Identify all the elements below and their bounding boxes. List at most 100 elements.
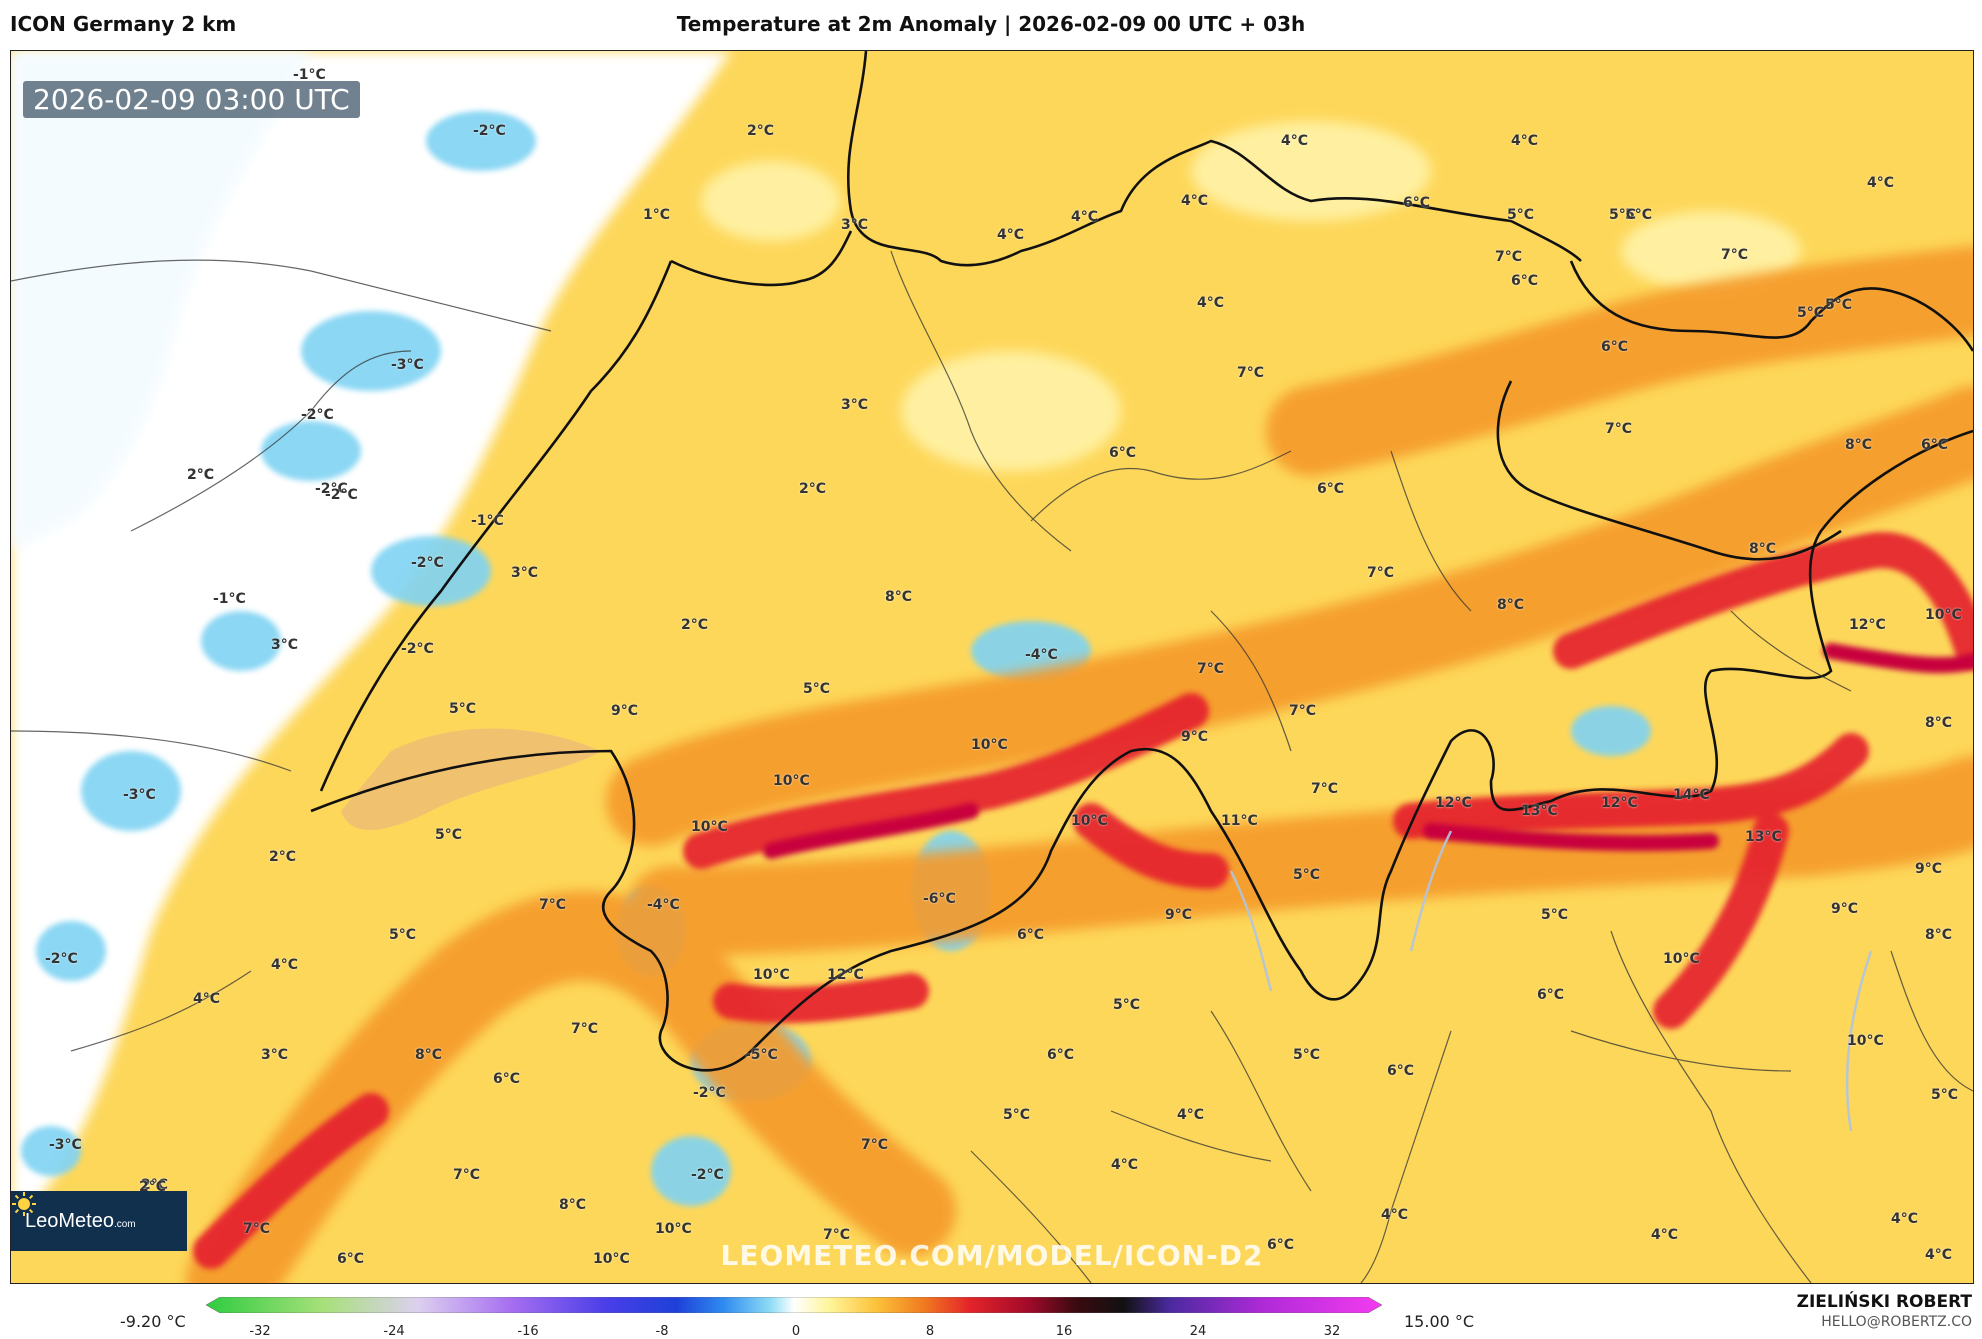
leometeo-logo[interactable]: LeoMeteo.com: [11, 1191, 187, 1251]
temp-label: 4°C: [193, 991, 221, 1007]
temp-label: 8°C: [1925, 927, 1953, 943]
temp-label: 7°C: [823, 1227, 851, 1243]
temp-label: 10°C: [753, 967, 790, 983]
temp-label: 4°C: [1177, 1107, 1205, 1123]
temp-label: 11°C: [1221, 813, 1258, 829]
temp-label: -2°C: [693, 1085, 726, 1101]
temp-label: 4°C: [1181, 193, 1209, 209]
temp-label: -4°C: [1025, 647, 1058, 663]
temp-label: 4°C: [1511, 133, 1539, 149]
temp-label: 7°C: [1197, 661, 1225, 677]
temp-label: -1°C: [293, 67, 326, 83]
temp-label: 5°C: [1609, 207, 1637, 223]
temp-label: 2°C: [681, 617, 709, 633]
temp-label: 6°C: [1267, 1237, 1295, 1253]
temp-label: 6°C: [1109, 445, 1137, 461]
temp-label: 4°C: [997, 227, 1025, 243]
temp-label: 4°C: [1071, 209, 1099, 225]
legend-tick: 16: [1055, 1324, 1073, 1339]
temp-label: 12°C: [1601, 795, 1638, 811]
temp-label: 7°C: [571, 1021, 599, 1037]
temp-label: 10°C: [655, 1221, 692, 1237]
legend-min-value: -9.20 °C: [120, 1312, 186, 1331]
temp-label: 7°C: [861, 1137, 889, 1153]
temp-label: 4°C: [1867, 175, 1895, 191]
temp-label: -2°C: [411, 555, 444, 571]
temp-label: -2°C: [325, 487, 358, 503]
temp-label: 9°C: [1831, 901, 1859, 917]
temp-label: 5°C: [435, 827, 463, 843]
temp-label: 10°C: [1925, 607, 1962, 623]
temp-label: -2°C: [401, 641, 434, 657]
temp-label: 9°C: [1165, 907, 1193, 923]
temp-label: -2°C: [301, 407, 334, 423]
weather-map[interactable]: 2026-02-09 03:00 UTC -1°C -2°C 2°C 1°C 3…: [10, 50, 1974, 1284]
temp-label: 10°C: [1847, 1033, 1884, 1049]
temp-label: 7°C: [1721, 247, 1749, 263]
temp-label: 10°C: [971, 737, 1008, 753]
temp-label: 2°C: [187, 467, 215, 483]
temp-label: 7°C: [1605, 421, 1633, 437]
temp-label: -1°C: [213, 591, 246, 607]
temp-label: 8°C: [1925, 715, 1953, 731]
temp-label: -3°C: [123, 787, 156, 803]
temp-label: 5°C: [1541, 907, 1569, 923]
temp-label: 7°C: [1237, 365, 1265, 381]
map-title: Temperature at 2m Anomaly | 2026-02-09 0…: [676, 12, 1306, 36]
temp-label: 6°C: [1601, 339, 1629, 355]
temp-label: 10°C: [691, 819, 728, 835]
temp-label: 6°C: [1017, 927, 1045, 943]
legend-tick: -16: [517, 1324, 539, 1339]
legend-tick: 32: [1323, 1324, 1341, 1339]
temp-label: -6°C: [923, 891, 956, 907]
temp-label: 5°C: [803, 681, 831, 697]
temp-label: 4°C: [1925, 1247, 1953, 1263]
temp-label: 7°C: [1289, 703, 1317, 719]
colorbar: [206, 1297, 1382, 1313]
temp-label: 10°C: [1071, 813, 1108, 829]
temp-label: -4°C: [647, 897, 680, 913]
temp-label: 10°C: [773, 773, 810, 789]
temp-label: 8°C: [1845, 437, 1873, 453]
temp-label: 5°C: [449, 701, 477, 717]
temp-label: 2°C: [269, 849, 297, 865]
color-legend: -9.20 °C: [0, 1292, 1982, 1339]
temp-label: 8°C: [1749, 541, 1777, 557]
temp-label: 4°C: [1891, 1211, 1919, 1227]
watermark-url: LEOMETEO.COM/MODEL/ICON-D2: [720, 1239, 1264, 1272]
temp-label: -2°C: [315, 481, 348, 497]
temp-label: 13°C: [1521, 803, 1558, 819]
temp-label: 13°C: [1745, 829, 1782, 845]
temp-label: 6°C: [1921, 437, 1949, 453]
temp-label: 6°C: [1403, 195, 1431, 211]
temp-label: 3°C: [271, 637, 299, 653]
temp-label: 10°C: [1663, 951, 1700, 967]
temp-label: 7°C: [1495, 249, 1523, 265]
temp-label: -5°C: [745, 1047, 778, 1063]
legend-max-value: 15.00 °C: [1404, 1312, 1475, 1331]
temp-label: 12°C: [1435, 795, 1472, 811]
author-name: ZIELIŃSKI ROBERT: [1796, 1292, 1972, 1312]
temp-label: 4°C: [1281, 133, 1309, 149]
temp-label: 4°C: [271, 957, 299, 973]
logo-brand: LeoMeteo.com: [25, 1209, 136, 1232]
temp-label: 7°C: [1367, 565, 1395, 581]
temp-label: 7°C: [243, 1221, 271, 1237]
temp-label: -2°C: [45, 951, 78, 967]
temp-label: 5°C: [1625, 207, 1653, 223]
temp-label: 5°C: [1293, 1047, 1321, 1063]
temp-label: 2°C: [747, 123, 775, 139]
temp-label: 1°C: [643, 207, 671, 223]
legend-tick: 24: [1189, 1324, 1207, 1339]
temp-label: 7°C: [453, 1167, 481, 1183]
temp-label: 10°C: [593, 1251, 630, 1267]
temp-label: -3°C: [391, 357, 424, 373]
author-email[interactable]: HELLO@ROBERTZ.CO: [1821, 1314, 1972, 1330]
temp-label: 3°C: [841, 217, 869, 233]
temp-label: 4°C: [1197, 295, 1225, 311]
temp-label: -2°C: [473, 123, 506, 139]
temp-label: 9°C: [1915, 861, 1943, 877]
temp-label: 7°C: [539, 897, 567, 913]
legend-tick: -8: [655, 1324, 669, 1339]
temp-label: 6°C: [337, 1251, 365, 1267]
